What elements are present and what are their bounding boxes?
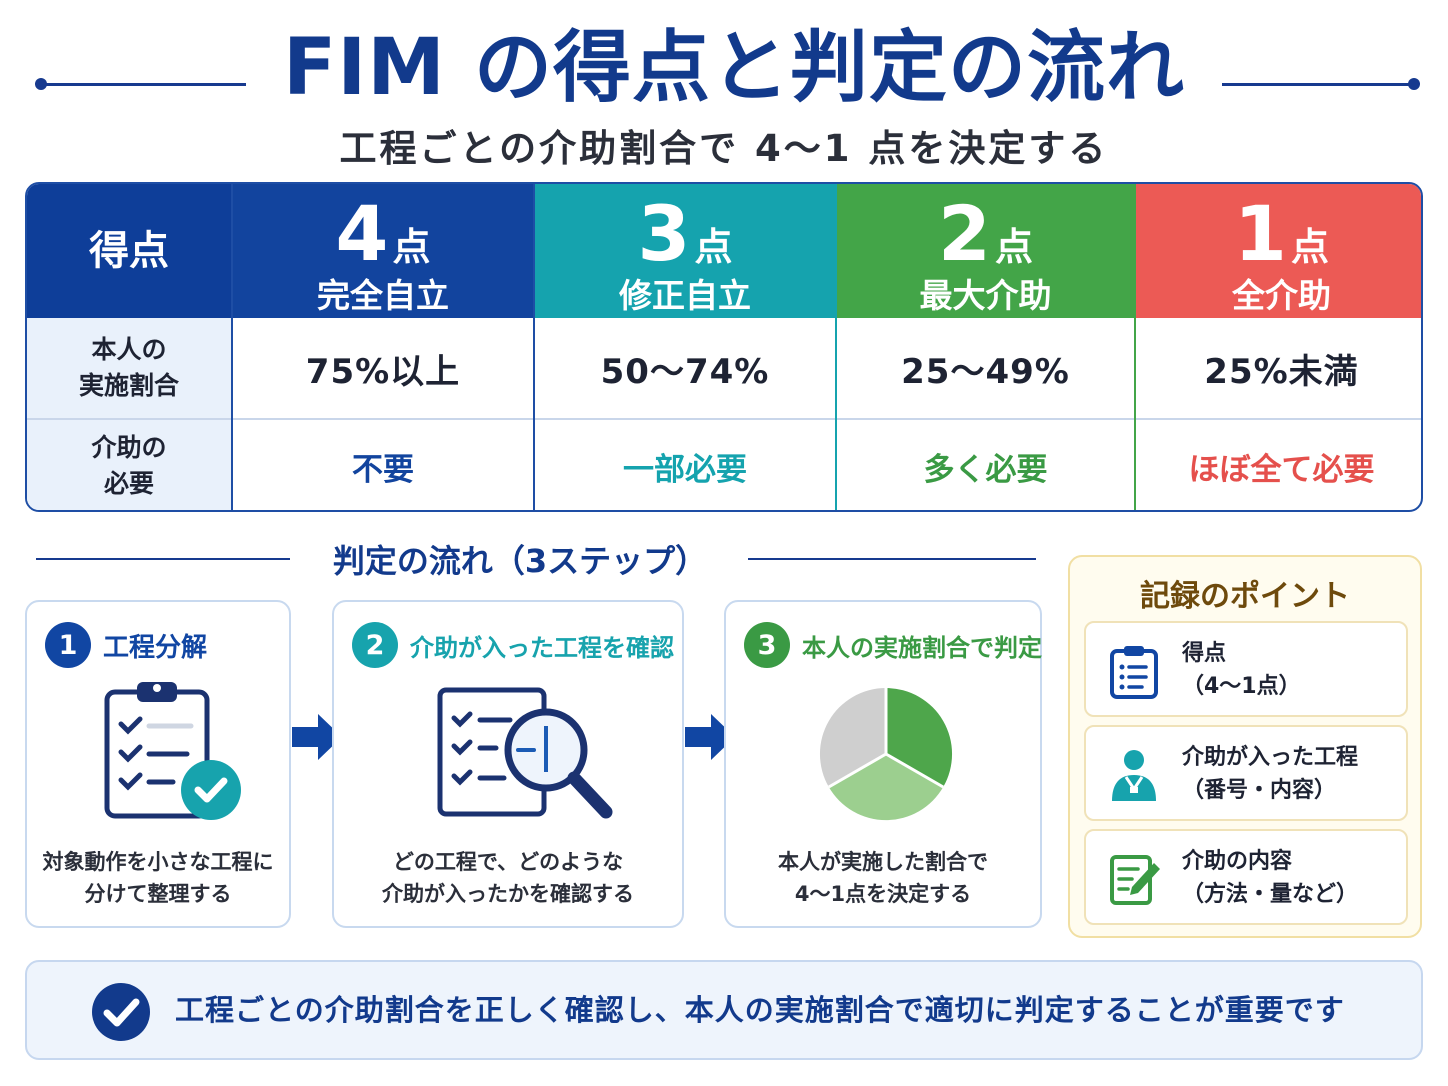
ratio-cell-3: 50～74% — [600, 351, 770, 392]
score-3-unit: 点 — [694, 225, 733, 269]
flow-divider-left — [36, 558, 290, 560]
ratio-cell-2: 25～49% — [901, 351, 1070, 392]
score-1-name: 全介助 — [1232, 276, 1331, 315]
record-item-process: 介助が入った工程 （番号・内容） — [1084, 725, 1408, 821]
step-2-label: 介助が入った工程を確認 — [410, 633, 674, 662]
score-4-name: 完全自立 — [317, 276, 449, 315]
record-points-panel: 記録のポイント 得点 （4～1点） 介助が入った工程 （番号・内容） — [1068, 555, 1422, 938]
score-4-number: 4 — [335, 189, 389, 278]
title-divider-right — [1222, 83, 1414, 86]
record-item-score: 得点 （4～1点） — [1084, 621, 1408, 717]
score-4-unit: 点 — [392, 225, 431, 269]
need-cell-1: ほぼ全て必要 — [1188, 451, 1375, 488]
page-subtitle: 工程ごとの介助割合で 4～1 点を決定する — [339, 127, 1109, 170]
record-item-content-text: 介助の内容 （方法・量など） — [1182, 849, 1359, 907]
arrow-right-icon — [685, 714, 735, 760]
score-2-number: 2 — [938, 189, 991, 278]
need-cell-2: 多く必要 — [923, 451, 1048, 488]
step-card-2: 2 介助が入った工程を確認 どの工程で、どのような 介助が入ったかを確認する — [332, 600, 684, 928]
summary-banner: 工程ごとの介助割合を正しく確認し、本人の実施割合で適切に判定することが重要です — [25, 960, 1423, 1060]
need-cell-3: 一部必要 — [623, 451, 747, 488]
record-item-process-text: 介助が入った工程 （番号・内容） — [1182, 745, 1359, 803]
record-item-score-text: 得点 （4～1点） — [1182, 641, 1301, 699]
step-3-description: 本人が実施した割合で 4～1点を決定する — [778, 850, 988, 906]
score-header-label: 得点 — [27, 184, 231, 318]
record-points-title: 記録のポイント — [1140, 579, 1350, 614]
check-circle-icon — [92, 983, 150, 1041]
summary-text: 工程ごとの介助割合を正しく確認し、本人の実施割合で適切に判定することが重要です — [175, 993, 1345, 1027]
edit-note-icon — [1110, 855, 1160, 905]
ratio-cell-1: 25%未満 — [1204, 351, 1359, 392]
title-dot-left — [35, 78, 47, 90]
step-3-label: 本人の実施割合で判定 — [802, 633, 1042, 662]
step-card-1: 1 工程分解 対象動作を小さな工程に 分けて整理する — [25, 600, 291, 928]
title-dot-right — [1408, 78, 1420, 90]
step-3-number: 3 — [744, 622, 790, 668]
ratio-cell-4: 75%以上 — [305, 351, 461, 392]
step-3-header: 3 本人の実施割合で判定 — [744, 622, 1042, 668]
flow-divider-right — [748, 558, 1036, 560]
checklist-magnifier-icon — [437, 687, 613, 819]
title-divider-left — [40, 83, 246, 86]
flow-title: 判定の流れ（3ステップ） — [332, 542, 708, 580]
page-title: FIM の得点と判定の流れ — [282, 23, 1186, 113]
step-2-description: どの工程で、どのような 介助が入ったかを確認する — [382, 850, 634, 906]
step-1-description: 対象動作を小さな工程に 分けて整理する — [42, 850, 274, 906]
need-cell-4: 不要 — [352, 451, 414, 488]
score-1-number: 1 — [1234, 189, 1287, 278]
score-1-unit: 点 — [1290, 225, 1329, 269]
score-2-unit: 点 — [994, 225, 1033, 269]
score-3-number: 3 — [637, 189, 691, 278]
step-1-header: 1 工程分解 — [45, 622, 207, 668]
step-2-number: 2 — [352, 622, 398, 668]
row-label-need: 介助の 必要 — [27, 420, 231, 510]
column-divider — [533, 184, 535, 510]
step-1-label: 工程分解 — [103, 632, 208, 663]
pie-chart-icon — [819, 688, 953, 821]
score-3-name: 修正自立 — [619, 276, 751, 315]
column-divider — [231, 184, 233, 510]
step-1-number: 1 — [45, 622, 91, 668]
row-label-ratio: 本人の 実施割合 — [27, 318, 231, 418]
column-divider — [835, 184, 837, 510]
person-icon — [1112, 750, 1156, 801]
clipboard-check-icon — [104, 682, 241, 820]
step-2-header: 2 介助が入った工程を確認 — [352, 622, 674, 668]
step-card-3: 3 本人の実施割合で判定 本人が実施した割合で 4～1点を決定する — [724, 600, 1042, 928]
record-item-content: 介助の内容 （方法・量など） — [1084, 829, 1408, 925]
clipboard-list-icon — [1110, 646, 1158, 699]
score-2-name: 最大介助 — [919, 276, 1052, 315]
arrow-right-icon — [292, 714, 342, 760]
column-divider — [1134, 184, 1136, 510]
table-row-divider — [27, 418, 1421, 420]
